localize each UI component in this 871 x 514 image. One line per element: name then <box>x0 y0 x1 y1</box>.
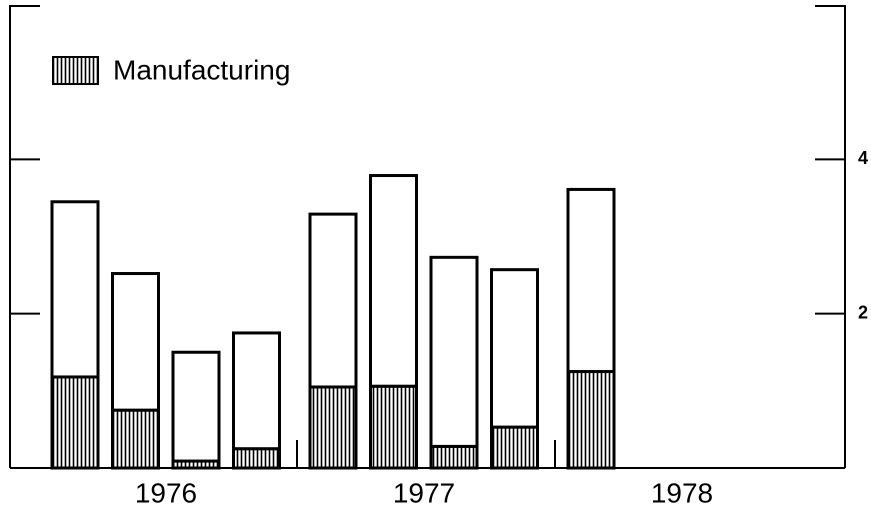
bar-remainder <box>490 268 539 429</box>
bar-remainder <box>566 187 616 374</box>
y-tick-label: 2 <box>858 302 868 322</box>
bar-remainder <box>171 350 221 463</box>
bar-remainder <box>308 212 358 389</box>
y-tick-label: 4 <box>858 148 868 168</box>
bar-manufacturing <box>308 385 358 470</box>
bar-remainder <box>50 200 100 379</box>
bar-manufacturing <box>232 447 281 470</box>
legend-label: Manufacturing <box>113 54 290 85</box>
bar-manufacturing <box>429 444 479 470</box>
x-group-label: 1978 <box>651 477 713 508</box>
bar-manufacturing <box>369 384 418 470</box>
bar-manufacturing <box>50 375 100 470</box>
legend-swatch <box>52 56 99 85</box>
bar-remainder <box>232 331 281 451</box>
bar-manufacturing <box>566 370 616 470</box>
bar-remainder <box>111 272 160 412</box>
x-group-label: 1976 <box>135 477 197 508</box>
bar-manufacturing <box>490 425 539 470</box>
bar-remainder <box>369 174 418 388</box>
bar-manufacturing <box>111 408 160 470</box>
bar-remainder <box>429 255 479 448</box>
x-group-label: 1977 <box>393 477 455 508</box>
